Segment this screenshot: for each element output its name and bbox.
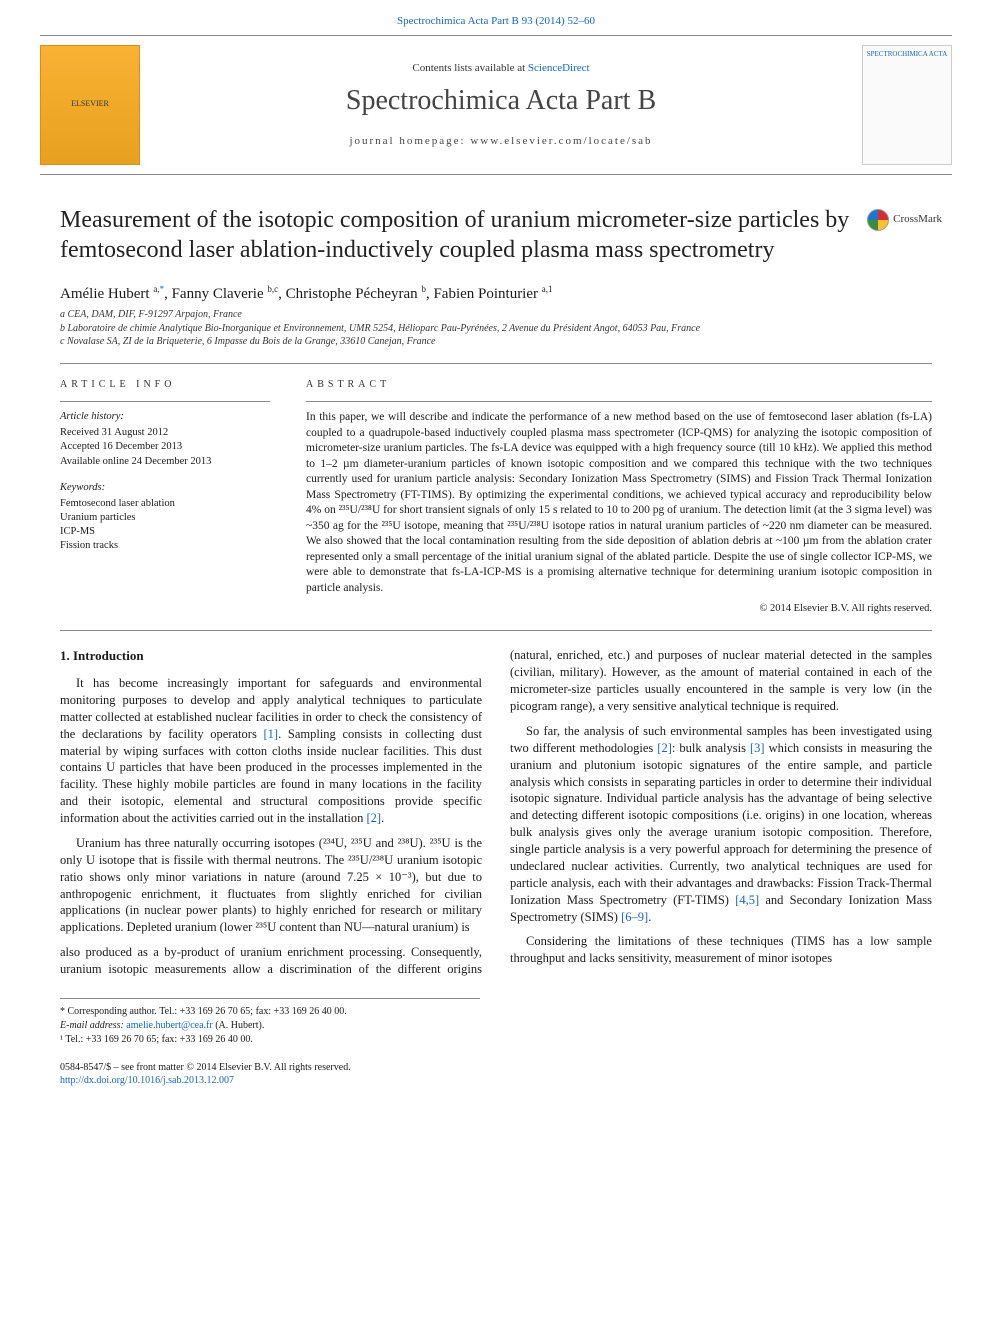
citation-link[interactable]: Spectrochimica Acta Part B 93 (2014) 52–…: [397, 15, 595, 27]
crossmark-icon: [867, 209, 889, 231]
contents-line: Contents lists available at ScienceDirec…: [140, 61, 862, 76]
email-line: E-mail address: amelie.hubert@cea.fr (A.…: [60, 1019, 480, 1033]
affiliations: a CEA, DAM, DIF, F-91297 Arpajon, France…: [60, 308, 932, 349]
article-body: 1. Introduction It has become increasing…: [60, 647, 932, 977]
keyword: ICP-MS: [60, 525, 270, 539]
footnote: ¹ Tel.: +33 169 26 70 65; fax: +33 169 2…: [60, 1033, 480, 1047]
publisher-name: ELSEVIER: [71, 99, 109, 110]
history-item: Received 31 August 2012: [60, 426, 270, 440]
history-label: Article history:: [60, 410, 270, 424]
citation-ref[interactable]: [6–9]: [621, 910, 648, 924]
article-info-column: article info Article history: Received 3…: [60, 378, 270, 617]
citation-ref[interactable]: [2]: [367, 811, 382, 825]
divider: [306, 401, 932, 402]
body-paragraph: It has become increasingly important for…: [60, 675, 482, 827]
affiliation: a CEA, DAM, DIF, F-91297 Arpajon, France: [60, 308, 932, 322]
citation-ref[interactable]: [4,5]: [735, 893, 759, 907]
doi-link[interactable]: http://dx.doi.org/10.1016/j.sab.2013.12.…: [60, 1075, 234, 1086]
journal-cover-thumb: SPECTROCHIMICA ACTA: [862, 45, 952, 165]
journal-banner: ELSEVIER Contents lists available at Sci…: [40, 35, 952, 175]
running-header: Spectrochimica Acta Part B 93 (2014) 52–…: [0, 0, 992, 35]
author-email-link[interactable]: amelie.hubert@cea.fr: [126, 1020, 212, 1031]
citation-ref[interactable]: [2]: [657, 741, 672, 755]
homepage-line: journal homepage: www.elsevier.com/locat…: [140, 134, 862, 149]
body-paragraph: Considering the limitations of these tec…: [510, 933, 932, 967]
article-title: Measurement of the isotopic composition …: [60, 205, 932, 265]
keyword: Fission tracks: [60, 539, 270, 553]
history-item: Accepted 16 December 2013: [60, 440, 270, 454]
affiliation: b Laboratoire de chimie Analytique Bio-I…: [60, 322, 932, 336]
keywords-label: Keywords:: [60, 481, 270, 495]
divider: [60, 630, 932, 631]
abstract-heading: abstract: [306, 378, 932, 392]
meta-row: article info Article history: Received 3…: [60, 378, 932, 617]
divider: [60, 363, 932, 364]
citation-ref[interactable]: [3]: [750, 741, 765, 755]
issn-line: 0584-8547/$ – see front matter © 2014 El…: [60, 1061, 932, 1075]
title-block: CrossMark Measurement of the isotopic co…: [60, 205, 932, 265]
sciencedirect-link[interactable]: ScienceDirect: [528, 62, 590, 74]
publisher-logo: ELSEVIER: [40, 45, 140, 165]
body-paragraph: Uranium has three naturally occurring is…: [60, 835, 482, 936]
body-paragraph: So far, the analysis of such environment…: [510, 723, 932, 926]
abstract-copyright: © 2014 Elsevier B.V. All rights reserved…: [306, 602, 932, 616]
cover-thumb-label: SPECTROCHIMICA ACTA: [867, 50, 948, 59]
author-list: Amélie Hubert a,*, Fanny Claverie b,c, C…: [60, 283, 932, 304]
keyword: Femtosecond laser ablation: [60, 497, 270, 511]
journal-name: Spectrochimica Acta Part B: [140, 82, 862, 120]
keyword: Uranium particles: [60, 511, 270, 525]
footnotes: * Corresponding author. Tel.: +33 169 26…: [60, 998, 480, 1047]
section-heading: 1. Introduction: [60, 647, 482, 665]
abstract-column: abstract In this paper, we will describe…: [306, 378, 932, 617]
divider: [60, 401, 270, 402]
homepage-url: www.elsevier.com/locate/sab: [470, 135, 652, 147]
history-item: Available online 24 December 2013: [60, 455, 270, 469]
contents-prefix: Contents lists available at: [412, 62, 527, 74]
crossmark-label: CrossMark: [893, 212, 942, 227]
banner-center: Contents lists available at ScienceDirec…: [140, 61, 862, 148]
email-label: E-mail address:: [60, 1020, 126, 1031]
page-footer: 0584-8547/$ – see front matter © 2014 El…: [60, 1061, 932, 1088]
crossmark-badge[interactable]: CrossMark: [867, 209, 942, 231]
affiliation: c Novalase SA, ZI de la Briqueterie, 6 I…: [60, 335, 932, 349]
homepage-label: journal homepage:: [349, 135, 470, 147]
abstract-text: In this paper, we will describe and indi…: [306, 410, 932, 596]
citation-ref[interactable]: [1]: [264, 727, 279, 741]
article-info-heading: article info: [60, 378, 270, 392]
email-suffix: (A. Hubert).: [213, 1020, 265, 1031]
corresponding-author-note: * Corresponding author. Tel.: +33 169 26…: [60, 1005, 480, 1019]
